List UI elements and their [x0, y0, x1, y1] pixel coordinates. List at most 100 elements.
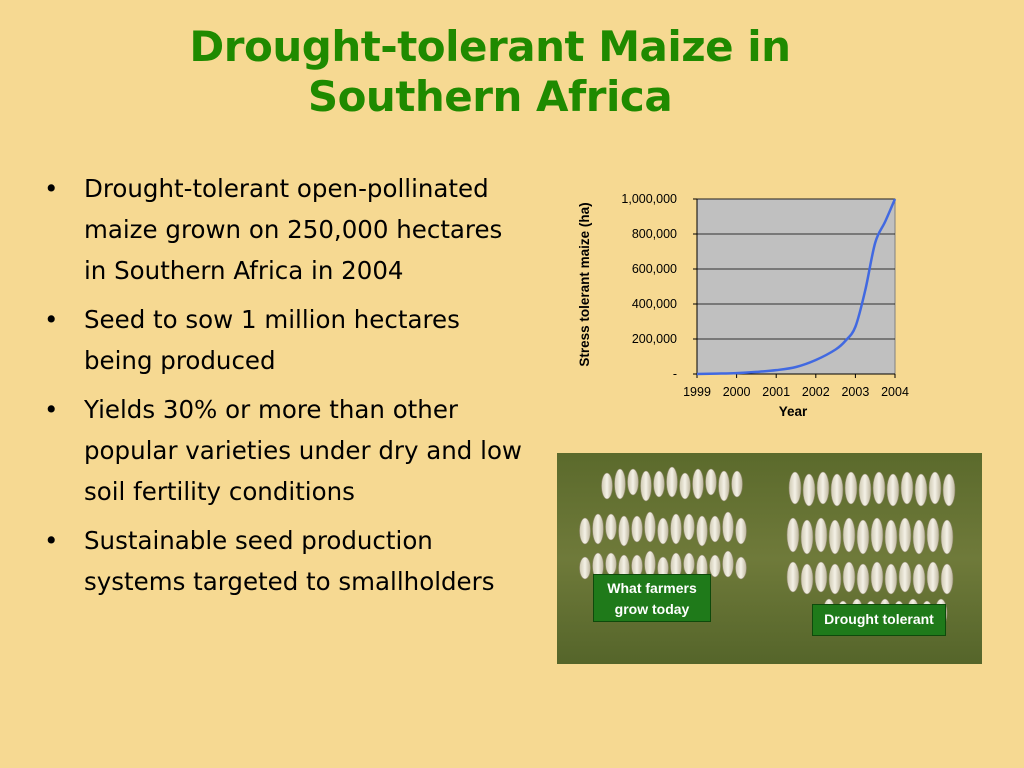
x-tick-label: 2001: [762, 385, 790, 399]
maize-cob: [898, 561, 912, 593]
series-line: [696, 198, 897, 376]
maize-cob: [912, 519, 926, 555]
maize-cob: [735, 517, 747, 545]
maize-cob: [942, 473, 956, 507]
x-tick-label: 2003: [841, 385, 869, 399]
maize-cob: [653, 470, 665, 498]
maize-cob: [814, 561, 828, 593]
maize-cob: [940, 519, 954, 555]
maize-cob: [592, 513, 604, 545]
y-tick-label: -: [673, 367, 677, 381]
maize-cob: [640, 470, 652, 502]
maize-cob: [657, 517, 669, 545]
maize-cob: [709, 554, 721, 578]
maize-cob: [679, 472, 691, 500]
maize-cob: [816, 471, 830, 505]
slide-title: Drought-tolerant Maize in Southern Afric…: [0, 22, 980, 122]
bullet-text: Yields 30% or more than other popular va…: [84, 395, 522, 506]
maize-cob: [579, 517, 591, 545]
y-axis-title: Stress tolerant maize (ha): [577, 202, 592, 366]
maize-cob: [800, 563, 814, 595]
maize-cob: [786, 561, 800, 593]
maize-cob: [872, 471, 886, 505]
maize-comparison-photo: What farmers grow today Drought tolerant: [557, 453, 982, 664]
maize-cob: [579, 556, 591, 580]
bullet-dot: •: [44, 305, 59, 334]
maize-cob: [884, 563, 898, 595]
bullet-text: Drought-tolerant open-pollinated maize g…: [84, 174, 503, 285]
maize-cob: [627, 468, 639, 496]
title-line-1: Drought-tolerant Maize in: [189, 22, 791, 71]
maize-cob: [844, 471, 858, 505]
maize-cob: [722, 550, 734, 578]
maize-cob: [828, 519, 842, 555]
y-tick-label: 200,000: [632, 332, 677, 346]
maize-cob: [683, 513, 695, 541]
maize-cob: [666, 466, 678, 498]
y-tick-label: 800,000: [632, 227, 677, 241]
maize-cob: [926, 517, 940, 553]
maize-cob: [788, 471, 802, 505]
maize-cob: [940, 563, 954, 595]
maize-cob: [898, 517, 912, 553]
maize-cob: [614, 468, 626, 500]
maize-cob: [670, 513, 682, 545]
maize-cob: [605, 513, 617, 541]
bullet-item: • Yields 30% or more than other popular v…: [44, 389, 524, 512]
bullet-list: • Drought-tolerant open-pollinated maize …: [44, 168, 524, 610]
y-tick-label: 1,000,000: [621, 192, 677, 206]
maize-cob: [884, 519, 898, 555]
maize-cob: [800, 519, 814, 555]
maize-cob: [856, 563, 870, 595]
maize-cob: [601, 472, 613, 500]
bullet-dot: •: [44, 395, 59, 424]
maize-cob: [842, 561, 856, 593]
maize-cob: [828, 563, 842, 595]
maize-cob: [709, 515, 721, 543]
x-axis-title: Year: [779, 404, 808, 419]
x-tick-label: 2002: [802, 385, 830, 399]
maize-cob: [858, 473, 872, 507]
maize-cob: [683, 552, 695, 576]
caption-drought-tolerant: Drought tolerant: [812, 604, 946, 636]
bullet-text: Sustainable seed production systems targ…: [84, 526, 495, 596]
maize-cob: [786, 517, 800, 553]
maize-cob: [900, 471, 914, 505]
bullet-item: • Sustainable seed production systems tar…: [44, 520, 524, 602]
bullet-dot: •: [44, 174, 59, 203]
maize-cob: [802, 473, 816, 507]
x-tick-label: 2004: [881, 385, 909, 399]
maize-cob: [928, 471, 942, 505]
y-tick-label: 600,000: [632, 262, 677, 276]
caption-farmers-today: What farmers grow today: [593, 574, 711, 622]
y-tick-label: 400,000: [632, 297, 677, 311]
maize-cob: [842, 517, 856, 553]
maize-cob: [856, 519, 870, 555]
maize-cob: [870, 517, 884, 553]
maize-cob: [696, 515, 708, 547]
maize-cob: [722, 511, 734, 543]
maize-cob: [605, 552, 617, 576]
x-tick-label: 1999: [683, 385, 711, 399]
maize-cob: [926, 561, 940, 593]
bullet-dot: •: [44, 526, 59, 555]
bullet-item: • Drought-tolerant open-pollinated maize …: [44, 168, 524, 291]
maize-cob: [618, 515, 630, 547]
title-line-2: Southern Africa: [307, 72, 673, 121]
maize-cob: [735, 556, 747, 580]
maize-cob: [705, 468, 717, 496]
maize-cob: [631, 515, 643, 543]
maize-cob: [644, 511, 656, 543]
x-tick-label: 2000: [723, 385, 751, 399]
maize-cob: [692, 468, 704, 500]
maize-cob: [912, 563, 926, 595]
hectares-line-chart: - 200,000 400,000 600,000 800,000 1,000,000 19…: [577, 192, 909, 419]
plot-area: [696, 198, 896, 375]
bullet-text: Seed to sow 1 million hectares being pro…: [84, 305, 460, 375]
maize-cob: [886, 473, 900, 507]
maize-cob: [731, 470, 743, 498]
maize-cob: [830, 473, 844, 507]
maize-cob: [914, 473, 928, 507]
maize-cob: [814, 517, 828, 553]
bullet-item: • Seed to sow 1 million hectares being pr…: [44, 299, 524, 381]
